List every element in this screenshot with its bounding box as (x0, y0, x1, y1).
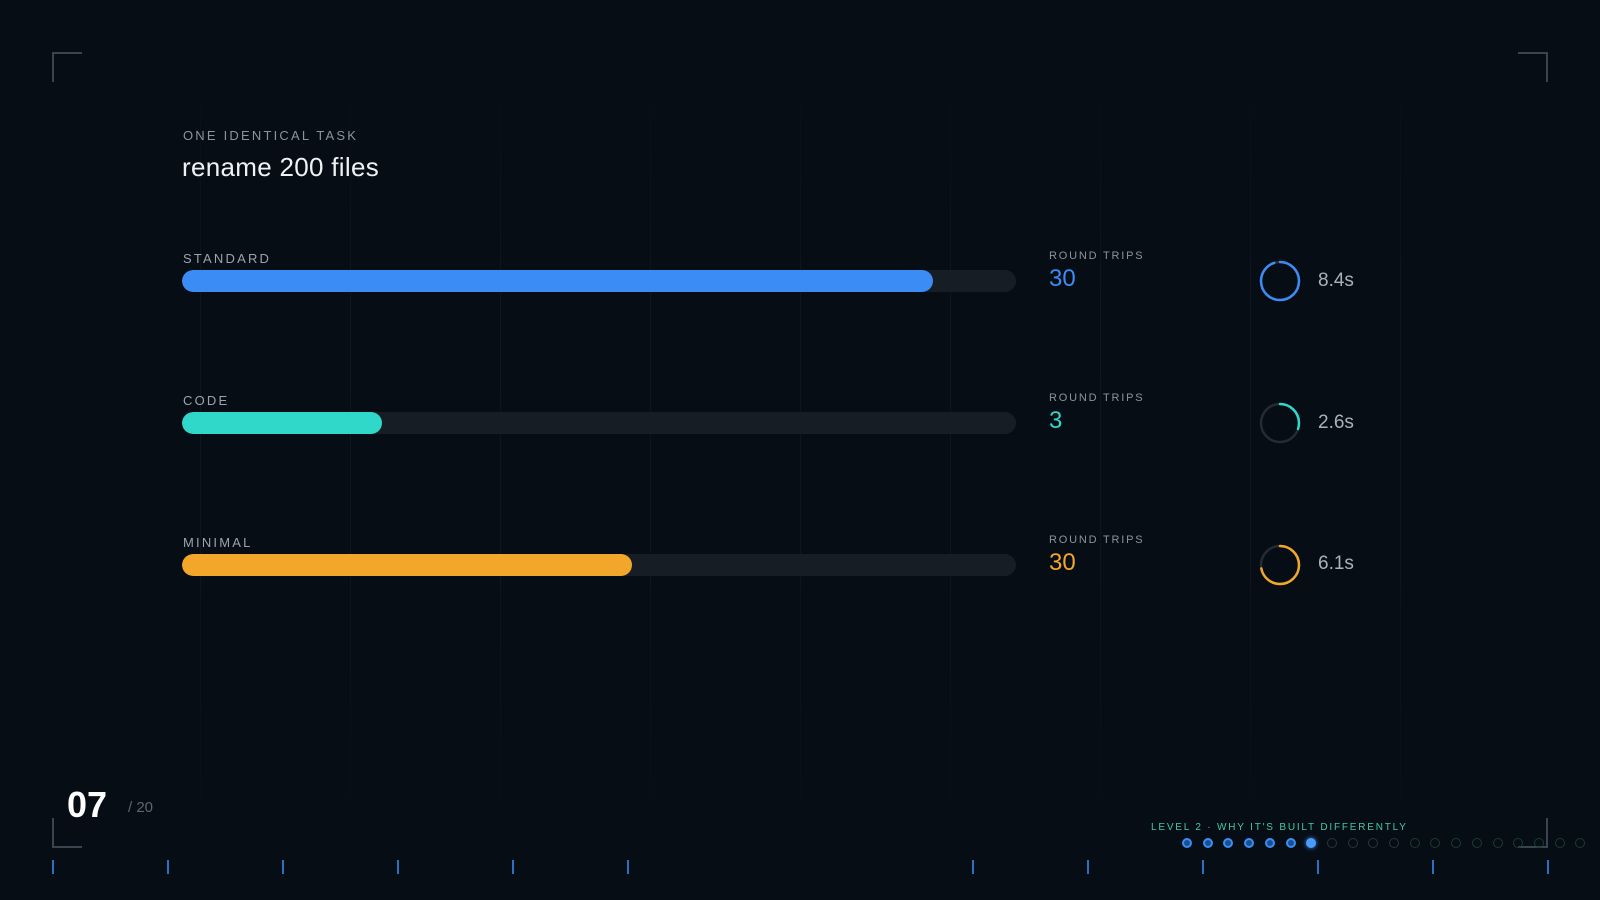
progress-fill (182, 554, 633, 576)
timeline-tick (397, 860, 399, 874)
round-trips-value: 30 (1049, 549, 1076, 576)
progress-dot[interactable] (1202, 838, 1213, 848)
progress-dot[interactable] (1285, 838, 1296, 848)
timeline-tick (52, 860, 54, 874)
grid-line (1250, 60, 1251, 850)
progress-dot[interactable] (1513, 838, 1524, 848)
progress-dot[interactable] (1244, 838, 1255, 848)
row-label: CODE (183, 393, 230, 408)
progress-track (182, 412, 1016, 434)
round-trips-value: 3 (1049, 407, 1063, 434)
timeline-tick (1317, 860, 1319, 874)
grid-line (1400, 60, 1401, 850)
timeline-tick (282, 860, 284, 874)
eyebrow-label: ONE IDENTICAL TASK (183, 128, 359, 143)
timer-ring-icon (1259, 402, 1301, 444)
progress-dot[interactable] (1389, 838, 1399, 848)
timer-ring-icon (1259, 260, 1301, 302)
progress-track (182, 554, 1016, 576)
duration-value: 8.4s (1318, 270, 1354, 291)
progress-dot[interactable] (1409, 838, 1420, 848)
timeline-tick (512, 860, 514, 874)
corner-bracket-bottom-right (1518, 818, 1548, 848)
timeline-tick (1547, 860, 1549, 874)
timeline-tick (167, 860, 169, 874)
page-number: 07 (67, 784, 108, 825)
progress-dot[interactable] (1182, 838, 1192, 848)
corner-bracket-top-right (1518, 52, 1548, 82)
progress-dot[interactable] (1451, 838, 1462, 848)
progress-dot[interactable] (1492, 838, 1503, 848)
section-label: LEVEL 2 · WHY IT'S BUILT DIFFERENTLY (1151, 822, 1408, 833)
slide-title: rename 200 files (182, 152, 380, 182)
progress-dot[interactable] (1326, 838, 1337, 848)
timeline-tick (972, 860, 974, 874)
progress-dot[interactable] (1575, 838, 1586, 848)
corner-bracket-top-left (52, 52, 82, 82)
grid-line (950, 60, 951, 850)
progress-dot[interactable] (1223, 838, 1234, 848)
progress-dot[interactable] (1368, 838, 1379, 848)
progress-dot[interactable] (1347, 838, 1358, 848)
progress-dot[interactable] (1306, 838, 1317, 848)
progress-dot[interactable] (1533, 838, 1544, 848)
timeline-tick (627, 860, 629, 874)
grid-line (1100, 60, 1101, 850)
round-trips-label: ROUND TRIPS (1049, 534, 1145, 546)
progress-fill (182, 412, 383, 434)
progress-fill (182, 270, 933, 292)
timeline-tick (1087, 860, 1089, 874)
timer-ring-icon (1259, 544, 1301, 586)
progress-dot[interactable] (1264, 838, 1275, 848)
round-trips-label: ROUND TRIPS (1049, 392, 1145, 404)
progress-dot[interactable] (1430, 838, 1441, 848)
grid-line (350, 60, 351, 850)
round-trips-value: 30 (1049, 265, 1076, 292)
timeline-tick (1202, 860, 1204, 874)
progress-dot[interactable] (1554, 838, 1565, 848)
row-label: STANDARD (183, 251, 272, 266)
row-label: MINIMAL (183, 535, 253, 550)
round-trips-label: ROUND TRIPS (1049, 250, 1145, 262)
grid-line (500, 60, 501, 850)
duration-value: 6.1s (1318, 553, 1354, 574)
page-total: / 20 (128, 799, 154, 816)
grid-line (650, 60, 651, 850)
grid-line (200, 60, 201, 850)
corner-bracket-bottom-left (52, 818, 82, 848)
duration-value: 2.6s (1318, 412, 1354, 433)
progress-dot[interactable] (1471, 838, 1482, 848)
progress-track (182, 270, 1016, 292)
grid-line (800, 60, 801, 850)
timeline-tick (1432, 860, 1434, 874)
